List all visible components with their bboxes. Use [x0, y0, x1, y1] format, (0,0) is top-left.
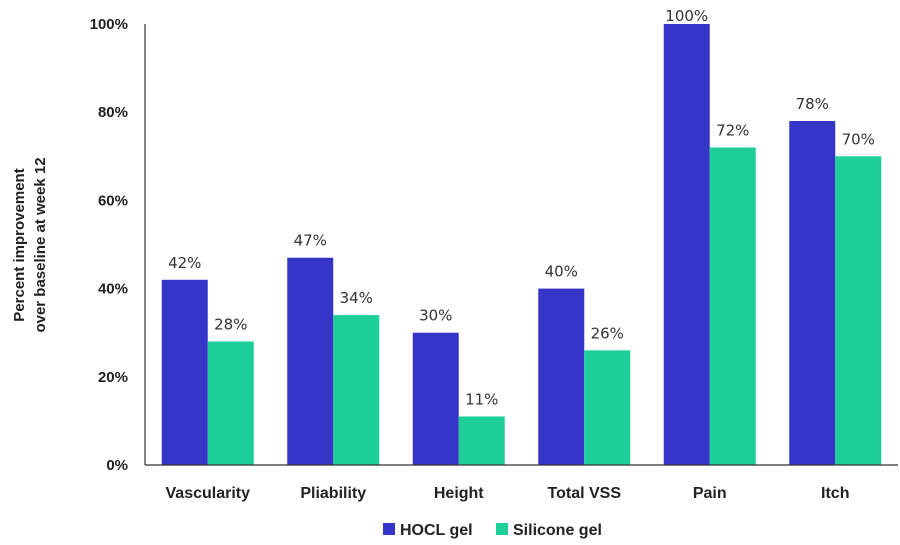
y-axis-ticks: 0% 20% 40% 60% 80% 100%	[90, 16, 128, 474]
data-label: 26%	[591, 324, 624, 342]
x-tick-label: Pain	[693, 485, 727, 502]
bar-hocl-total-vss	[538, 288, 585, 465]
bar-silicone-vascularity	[207, 341, 254, 465]
x-tick-label: Itch	[821, 485, 849, 502]
data-label: 30%	[419, 307, 452, 325]
x-tick-label: Height	[434, 485, 484, 502]
y-axis-title-line-1: Percent improvement	[11, 168, 28, 321]
legend-label: HOCL gel	[400, 522, 473, 539]
data-label: 40%	[545, 263, 578, 281]
y-tick-label: 80%	[98, 104, 128, 121]
bar-silicone-itch	[835, 156, 882, 466]
legend: HOCL gel Silicone gel	[383, 522, 602, 539]
y-axis-title: Percent improvement over baseline at wee…	[11, 157, 49, 332]
bar-hocl-itch	[789, 121, 836, 466]
legend-swatch	[383, 523, 395, 535]
data-label: 100%	[665, 7, 708, 25]
bar-silicone-height	[458, 416, 505, 465]
x-axis-category-labels: Vascularity Pliability Height Total VSS Pain…	[166, 485, 850, 502]
y-tick-label: 20%	[98, 369, 128, 386]
data-label: 34%	[340, 289, 373, 307]
data-label: 11%	[465, 390, 498, 408]
legend-swatch	[496, 523, 508, 535]
bar-hocl-vascularity	[161, 279, 208, 465]
data-label: 28%	[214, 316, 247, 334]
y-tick-label: 40%	[98, 281, 128, 298]
data-labels: 42% 28% 47% 34% 30% 11% 40% 26% 100% 72% 78% 70%	[168, 7, 875, 408]
bar-silicone-pain	[709, 147, 756, 466]
y-axis-title-line-2: over baseline at week 12	[32, 157, 49, 332]
bar-hocl-pliability	[287, 257, 334, 465]
axes	[144, 24, 898, 466]
x-tick-label: Total VSS	[548, 485, 622, 502]
bar-hocl-height	[412, 332, 459, 465]
bar-silicone-total-vss	[584, 350, 631, 465]
x-tick-label: Vascularity	[166, 485, 251, 502]
y-tick-label: 100%	[90, 16, 128, 33]
data-label: 42%	[168, 254, 201, 272]
y-tick-label: 60%	[98, 192, 128, 209]
data-label: 47%	[294, 232, 327, 250]
data-label: 70%	[842, 130, 875, 148]
legend-label: Silicone gel	[513, 522, 602, 539]
bars	[161, 24, 882, 466]
bar-silicone-pliability	[333, 315, 380, 465]
y-tick-label: 0%	[106, 457, 128, 474]
bar-hocl-pain	[663, 24, 710, 465]
data-label: 78%	[796, 95, 829, 113]
x-tick-label: Pliability	[300, 485, 366, 502]
data-label: 72%	[716, 121, 749, 139]
